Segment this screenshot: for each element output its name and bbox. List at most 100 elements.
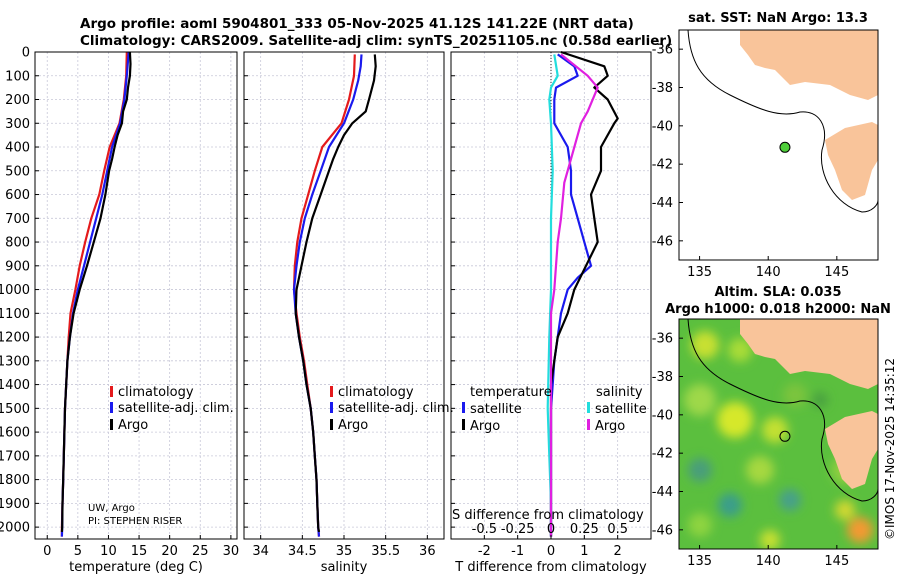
y-tick-label: 1400 (0, 378, 30, 393)
credit-line1: UW, Argo (88, 503, 135, 514)
legend-label-argo: Argo (338, 418, 368, 433)
y-tick-label: 500 (5, 164, 30, 179)
y-tick-label: 1000 (0, 283, 30, 298)
y-tick-label: 800 (5, 236, 30, 251)
sla-map-frame (678, 318, 879, 550)
x-tick-label: 34.5 (288, 544, 317, 559)
x-tick-label: 25 (192, 544, 209, 559)
salinity-panel: 34 34.5 35 35.5 36 salinity (243, 51, 445, 575)
salinity-legend: climatology satellite-adj. clim. Argo (330, 385, 454, 433)
sst-argo-marker (779, 141, 791, 153)
sst-tasmania-land (825, 122, 878, 200)
top-tick-label: 0.25 (570, 522, 599, 537)
y-tick-label: 1500 (0, 402, 30, 417)
legend-title-salinity: salinity (596, 385, 643, 400)
legend-swatch-temp-argo (462, 419, 465, 430)
y-tick-label: 1200 (0, 331, 30, 346)
map-x-tick-label: 140 (756, 265, 781, 280)
map-y-tick-label: -36 (652, 332, 673, 347)
legend-swatch-satellite-adj (330, 402, 333, 413)
map-y-tick-label: -38 (652, 81, 673, 96)
y-tick-label: 1100 (0, 307, 30, 322)
map-y-tick-label: -44 (652, 485, 673, 500)
x-tick-label: 0 (43, 544, 51, 559)
map-x-tick-label: 145 (824, 265, 849, 280)
map-y-tick-label: -40 (652, 119, 673, 134)
map-x-tick-label: 135 (687, 554, 712, 569)
sst-map-title: sat. SST: NaN Argo: 13.3 (688, 11, 868, 26)
legend-swatch-climatology (110, 386, 113, 397)
sla-shelf-contour (687, 319, 878, 502)
y-tick-label: 700 (5, 212, 30, 227)
x-tick-label: 34 (252, 544, 269, 559)
x-tick-label: 2 (614, 544, 622, 559)
x-axis-label: T difference from climatology (454, 560, 647, 575)
legend-swatch-sal-argo (587, 419, 590, 430)
y-tick-label: 1900 (0, 497, 30, 512)
series-line-salinity-satellite (546, 54, 559, 537)
legend-label-temp-argo: Argo (470, 419, 500, 434)
y-tick-label: 100 (5, 69, 30, 84)
series-line-temperature-satellite (549, 53, 593, 537)
legend-swatch-satellite-adj (110, 402, 113, 413)
y-tick-label: 1300 (0, 354, 30, 369)
y-tick-label: 1700 (0, 449, 30, 464)
y-tick-label: 900 (5, 259, 30, 274)
y-tick-label: 200 (5, 93, 30, 108)
sla-argo-marker (779, 430, 791, 442)
top-tick-label: 0 (547, 522, 555, 537)
map-y-tick-label: -42 (652, 447, 673, 462)
x-tick-label: 36 (419, 544, 436, 559)
y-tick-label: 600 (5, 188, 30, 203)
series-line-argo (294, 54, 377, 533)
legend-label-argo: Argo (118, 418, 148, 433)
x-tick-label: 20 (161, 544, 178, 559)
sst-map: sat. SST: NaN Argo: 13.3 135 140 145 -36 -38… (652, 11, 879, 280)
map-x-tick-label: 135 (687, 265, 712, 280)
top-tick-label: -0.25 (501, 522, 535, 537)
legend-label-sal-satellite: satellite (595, 402, 647, 417)
difference-legend: temperature satellite Argo salinity sate… (462, 385, 647, 434)
legend-label-satellite-adj: satellite-adj. clim. (338, 401, 454, 416)
legend-swatch-argo (330, 419, 333, 430)
x-tick-label: 35 (336, 544, 353, 559)
y-tick-label: 1800 (0, 473, 30, 488)
sla-map-title-line2: Argo h1000: 0.018 h2000: NaN (665, 302, 891, 317)
map-y-tick-label: -40 (652, 408, 673, 423)
sst-map-frame (678, 29, 879, 261)
y-tick-label: 0 (22, 46, 30, 61)
legend-swatch-temp-satellite (462, 402, 465, 413)
series-line-climatology (60, 51, 128, 537)
map-y-tick-label: -46 (652, 234, 673, 249)
x-tick-label: -1 (511, 544, 524, 559)
x-tick-label: -2 (478, 544, 491, 559)
legend-label-satellite-adj: satellite-adj. clim. (118, 401, 234, 416)
map-x-tick-label: 140 (756, 554, 781, 569)
x-tick-label: 30 (223, 544, 240, 559)
axes-frame (34, 51, 238, 540)
sst-shelf-contour (687, 30, 878, 213)
sla-mainland-land (740, 319, 878, 389)
figure-title-line1: Argo profile: aoml 5904801_333 05-Nov-20… (80, 16, 634, 32)
series-line-climatology (292, 54, 356, 537)
x-tick-label: 1 (580, 544, 588, 559)
map-x-tick-label: 145 (824, 554, 849, 569)
y-tick-label: 1600 (0, 426, 30, 441)
series-line-argo (60, 51, 132, 532)
temperature-legend: climatology satellite-adj. clim. Argo (110, 385, 234, 433)
legend-swatch-climatology (330, 386, 333, 397)
sst-mainland-land (740, 30, 878, 100)
x-axis-label: salinity (321, 560, 368, 575)
legend-title-temperature: temperature (470, 385, 552, 400)
map-y-tick-label: -46 (652, 523, 673, 538)
credit-line2: PI: STEPHEN RISER (88, 516, 182, 527)
map-y-tick-label: -38 (652, 370, 673, 385)
sla-map-axes: 135 140 145 -36 -38 -40 -42 -44 -46 (652, 332, 849, 569)
difference-panel: -2 -1 0 1 2T difference from climatology -0.5… (450, 50, 652, 575)
legend-label-sal-argo: Argo (595, 419, 625, 434)
legend-swatch-sal-satellite (587, 402, 590, 413)
x-axis-label: temperature (deg C) (69, 560, 203, 575)
map-y-tick-label: -36 (652, 43, 673, 58)
x-tick-label: 15 (131, 544, 148, 559)
